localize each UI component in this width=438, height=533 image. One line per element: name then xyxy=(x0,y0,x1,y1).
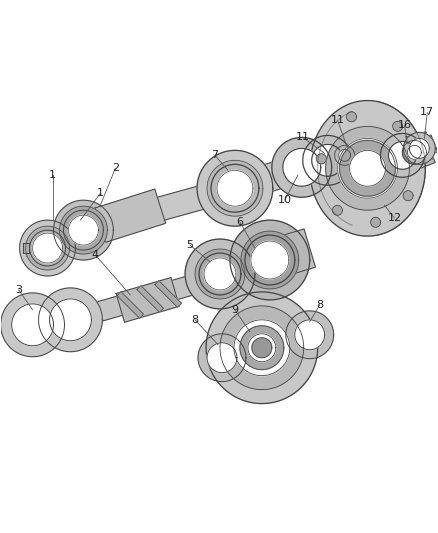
Polygon shape xyxy=(207,160,263,216)
Polygon shape xyxy=(80,177,238,241)
Text: 16: 16 xyxy=(397,120,411,131)
Polygon shape xyxy=(303,135,353,185)
Text: 6: 6 xyxy=(237,217,244,227)
Polygon shape xyxy=(335,146,355,165)
Polygon shape xyxy=(312,144,343,176)
Text: 5: 5 xyxy=(187,240,194,250)
Polygon shape xyxy=(30,230,66,266)
Polygon shape xyxy=(403,140,426,164)
Polygon shape xyxy=(1,293,64,357)
Polygon shape xyxy=(49,299,92,341)
Polygon shape xyxy=(25,240,48,256)
Polygon shape xyxy=(197,150,273,226)
Polygon shape xyxy=(95,189,166,242)
Text: 7: 7 xyxy=(212,150,219,160)
Polygon shape xyxy=(155,281,181,307)
Polygon shape xyxy=(251,241,289,279)
Polygon shape xyxy=(316,154,326,164)
Polygon shape xyxy=(211,164,259,212)
Polygon shape xyxy=(283,148,321,186)
Polygon shape xyxy=(241,231,299,289)
Text: 11: 11 xyxy=(296,132,310,142)
Polygon shape xyxy=(332,205,343,215)
Text: 17: 17 xyxy=(420,108,434,117)
Polygon shape xyxy=(371,217,381,227)
Polygon shape xyxy=(346,112,357,122)
Text: 10: 10 xyxy=(278,195,292,205)
Polygon shape xyxy=(338,139,397,198)
Polygon shape xyxy=(392,122,403,131)
Polygon shape xyxy=(39,288,102,352)
Text: 3: 3 xyxy=(15,285,22,295)
Polygon shape xyxy=(199,253,241,295)
Polygon shape xyxy=(248,334,276,362)
Polygon shape xyxy=(198,334,246,382)
Polygon shape xyxy=(407,146,421,159)
Polygon shape xyxy=(116,278,179,322)
Polygon shape xyxy=(240,326,284,370)
Polygon shape xyxy=(326,126,410,210)
Polygon shape xyxy=(252,338,272,358)
Polygon shape xyxy=(272,138,332,197)
Polygon shape xyxy=(399,148,435,174)
Polygon shape xyxy=(245,235,295,285)
Polygon shape xyxy=(381,133,424,177)
Polygon shape xyxy=(68,247,293,329)
Polygon shape xyxy=(234,320,290,376)
Polygon shape xyxy=(231,155,304,201)
Polygon shape xyxy=(137,286,163,312)
Polygon shape xyxy=(68,215,99,245)
Polygon shape xyxy=(350,150,385,186)
Polygon shape xyxy=(117,292,144,318)
Polygon shape xyxy=(220,306,304,390)
Polygon shape xyxy=(207,343,237,373)
Polygon shape xyxy=(295,320,325,350)
Polygon shape xyxy=(23,243,28,253)
Polygon shape xyxy=(389,141,417,169)
Text: 2: 2 xyxy=(112,163,119,173)
Polygon shape xyxy=(403,191,413,201)
Polygon shape xyxy=(206,292,318,403)
Polygon shape xyxy=(403,132,435,164)
Polygon shape xyxy=(185,239,255,309)
Polygon shape xyxy=(339,149,350,161)
Text: 1: 1 xyxy=(97,188,104,198)
Text: 11: 11 xyxy=(331,116,345,125)
Polygon shape xyxy=(195,249,245,299)
Polygon shape xyxy=(310,101,425,236)
Text: 9: 9 xyxy=(231,305,239,315)
Polygon shape xyxy=(406,132,433,164)
Text: 8: 8 xyxy=(316,300,323,310)
Text: 12: 12 xyxy=(387,213,402,223)
Polygon shape xyxy=(53,200,113,260)
Polygon shape xyxy=(230,220,310,300)
Text: 1: 1 xyxy=(49,170,56,180)
Polygon shape xyxy=(339,140,396,196)
Polygon shape xyxy=(286,311,334,359)
Polygon shape xyxy=(12,304,53,346)
Polygon shape xyxy=(204,258,236,290)
Polygon shape xyxy=(60,206,107,254)
Polygon shape xyxy=(264,229,315,279)
Polygon shape xyxy=(20,220,75,276)
Polygon shape xyxy=(32,233,63,263)
Polygon shape xyxy=(410,139,429,158)
Polygon shape xyxy=(217,171,253,206)
Polygon shape xyxy=(25,226,70,270)
Polygon shape xyxy=(421,135,438,156)
Text: 4: 4 xyxy=(92,250,99,260)
Text: 8: 8 xyxy=(191,315,199,325)
Polygon shape xyxy=(64,210,103,250)
